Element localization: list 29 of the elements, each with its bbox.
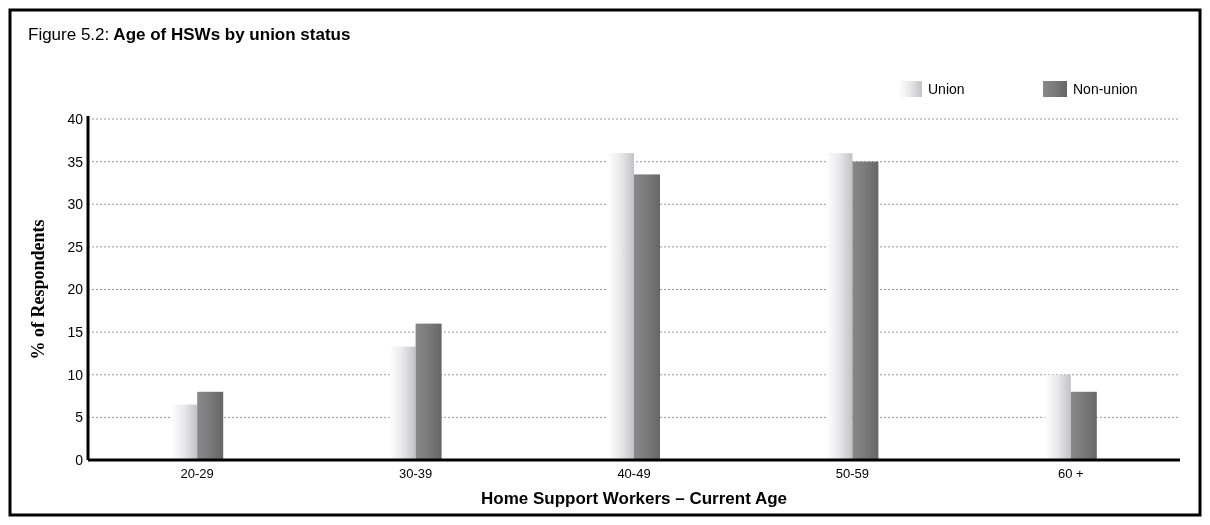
bar (608, 153, 634, 460)
chart-title: Figure 5.2: Age of HSWs by union status (28, 25, 351, 44)
bar (1044, 374, 1071, 460)
bar (634, 174, 660, 460)
y-tick-label: 0 (75, 451, 84, 468)
y-tick-label: 15 (67, 324, 84, 341)
legend-label: Union (928, 80, 965, 97)
y-tick-label: 40 (67, 110, 84, 127)
bar (415, 323, 442, 460)
y-tick-label: 20 (67, 281, 84, 298)
y-tick-label: 25 (67, 238, 84, 255)
x-axis-title: Home Support Workers – Current Age (480, 489, 788, 508)
y-tick-label: 30 (67, 196, 84, 213)
y-axis-title: % of Respondents (28, 219, 48, 360)
bar (852, 161, 879, 460)
bar (197, 391, 224, 460)
bar (389, 346, 416, 460)
y-tick-label: 35 (67, 153, 84, 170)
bar (1070, 391, 1097, 460)
x-tick-label: 60 + (1057, 466, 1084, 481)
bar (826, 153, 853, 460)
legend-label: Non-union (1073, 80, 1138, 97)
y-tick-label: 5 (75, 409, 84, 426)
bar (171, 404, 198, 460)
x-tick-label: 40-49 (617, 466, 651, 481)
x-tick-label: 20-29 (180, 466, 214, 481)
y-tick-label: 10 (67, 366, 84, 383)
x-tick-label: 50-59 (835, 466, 870, 481)
x-tick-label: 30-39 (398, 466, 433, 481)
